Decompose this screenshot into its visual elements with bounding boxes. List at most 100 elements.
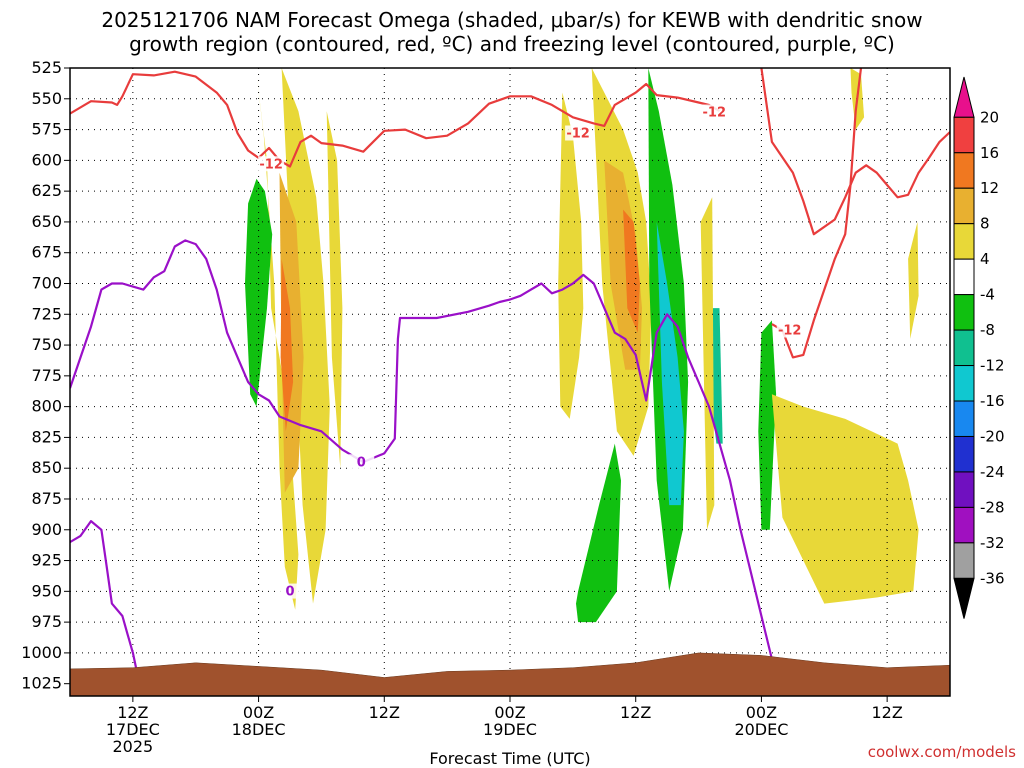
colorbar-bin-12 (953, 506, 975, 544)
colorbar-bin-8 (953, 365, 975, 402)
colorbar-label-5: -4 (980, 286, 995, 304)
colorbar-bin-5 (953, 258, 975, 296)
colorbar-bin-7 (953, 329, 975, 367)
contour-label-5: 0 (285, 585, 294, 600)
colorbar-bottom-triangle (953, 577, 975, 619)
colorbar-bin-6 (953, 294, 975, 331)
contour-label-bg-0 (258, 156, 285, 172)
colorbar-label-1: 16 (980, 144, 999, 162)
contour-freezing-level-0 (70, 239, 773, 660)
contour-dgz-contour-minus12-c (771, 68, 863, 359)
y-tick-label-950: 950 (31, 581, 62, 600)
x-tick-label-42-0: 00Z (494, 703, 525, 722)
colorbar-bin-13 (953, 542, 975, 579)
y-tick-label-975: 975 (31, 612, 62, 631)
omega-shading-layer (245, 68, 919, 623)
y-tick-label-1000: 1000 (21, 643, 62, 662)
omega-cell-11 (656, 221, 684, 506)
terrain-fill (69, 652, 951, 697)
y-tick-label-850: 850 (31, 458, 62, 477)
x-tick-label-54-0: 12Z (620, 703, 651, 722)
contour-label-bg-3 (776, 322, 803, 338)
colorbar-bin-2 (953, 152, 975, 189)
colorbar: 20 16 12 8 4 -4 -8 -12 -16 -20 -24 -28 -32 -36 (953, 76, 1005, 619)
x-tick-label-30-0: 12Z (369, 703, 400, 722)
omega-cell-5 (245, 178, 273, 407)
x-axis-label: Forecast Time (UTC) (429, 749, 590, 768)
y-tick-label-875: 875 (31, 489, 62, 508)
colorbar-label-2: 12 (980, 179, 999, 197)
omega-cell-15 (771, 394, 919, 604)
y-tick-label-625: 625 (31, 181, 62, 200)
y-tick-label-800: 800 (31, 397, 62, 416)
contour-dgz-contour-minus12-b (760, 68, 950, 236)
omega-cell-14 (758, 320, 777, 530)
y-tick-label-775: 775 (31, 366, 62, 385)
plot-frame (69, 67, 951, 697)
y-tick-label-900: 900 (31, 520, 62, 539)
grid-layer (70, 68, 950, 696)
colorbar-bin-11 (953, 471, 975, 508)
colorbar-label-9: -20 (980, 427, 1005, 445)
y-tick-label-675: 675 (31, 243, 62, 262)
omega-cell-6 (558, 92, 584, 419)
x-tick-label-18-0: 00Z (243, 703, 274, 722)
y-tick-label-525: 525 (31, 58, 62, 77)
omega-cell-16 (700, 197, 715, 530)
chart-title-line1: 2025121706 NAM Forecast Omega (shaded, μ… (101, 8, 922, 32)
x-tick-label-6-1: 17DEC (106, 720, 160, 739)
contour-freezing-level-0-left (70, 520, 140, 678)
contour-label-4: 0 (357, 455, 366, 470)
y-tick-label-925: 925 (31, 551, 62, 570)
contour-label-1: -12 (566, 126, 590, 141)
omega-cell-12 (576, 443, 621, 623)
omega-cell-9 (623, 209, 640, 333)
y-tick-label-725: 725 (31, 304, 62, 323)
y-tick-label-1025: 1025 (21, 674, 62, 693)
credit-text[interactable]: coolwx.com/models (868, 743, 1016, 761)
y-tick-label-750: 750 (31, 335, 62, 354)
contour-label-bg-5 (277, 583, 303, 599)
omega-cell-2 (326, 111, 343, 469)
colorbar-label-12: -32 (980, 534, 1005, 552)
contour-label-bg-1 (565, 125, 592, 141)
colorbar-bin-9 (953, 400, 975, 437)
y-tick-label-825: 825 (31, 427, 62, 446)
y-tick-label-650: 650 (31, 212, 62, 231)
colorbar-label-3: 8 (980, 215, 990, 233)
colorbar-label-10: -24 (980, 463, 1005, 481)
contour-label-3: -12 (778, 324, 802, 339)
contour-layer (70, 68, 950, 678)
colorbar-bin-1 (953, 116, 975, 154)
contour-labels-layer: -12 -12 -12 -12 0 0 (258, 104, 803, 600)
y-tick-label-700: 700 (31, 273, 62, 292)
contour-label-bg-4 (348, 454, 375, 470)
y-tick-label-550: 550 (31, 89, 62, 108)
contour-label-2: -12 (703, 106, 727, 121)
colorbar-label-11: -28 (980, 498, 1005, 516)
y-tick-label-575: 575 (31, 120, 62, 139)
colorbar-label-8: -16 (980, 392, 1005, 410)
x-tick-label-42-1: 19DEC (483, 720, 537, 739)
x-tick-label-66-1: 20DEC (734, 720, 788, 739)
x-tick-label-78-0: 12Z (871, 703, 902, 722)
x-tick-label-66-0: 00Z (746, 703, 777, 722)
contour-label-bg-2 (701, 104, 728, 120)
y-axis-ticks: 525 550 575 600 625 650 675 700 725 750 775 800 825 8… (21, 58, 70, 693)
y-tick-label-600: 600 (31, 150, 62, 169)
colorbar-bin-10 (953, 435, 975, 473)
colorbar-label-7: -12 (980, 357, 1005, 375)
contour-dgz-contour-minus12 (70, 70, 721, 168)
chart-title-line2: growth region (contoured, red, ºC) and f… (129, 32, 895, 56)
x-tick-label-18-1: 18DEC (232, 720, 286, 739)
colorbar-top-triangle (953, 76, 975, 118)
colorbar-label-13: -36 (980, 569, 1005, 587)
omega-cell-1 (281, 68, 330, 604)
colorbar-label-4: 4 (980, 250, 990, 268)
colorbar-bin-3 (953, 187, 975, 225)
colorbar-bin-4 (953, 223, 975, 260)
omega-cell-18 (908, 221, 919, 339)
x-tick-label-6-0: 12Z (117, 703, 148, 722)
